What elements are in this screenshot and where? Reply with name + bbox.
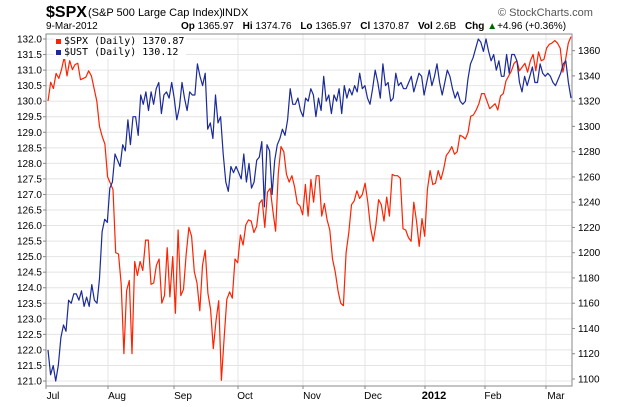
x-tick-label: Nov — [303, 391, 321, 402]
left-tick-label: 129.5 — [17, 112, 42, 123]
left-tick-label: 125.5 — [17, 237, 42, 248]
left-tick-label: 127.0 — [17, 190, 42, 201]
x-tick-label: Aug — [108, 391, 126, 402]
left-tick-label: 131.5 — [17, 50, 42, 61]
right-tick-label: 1120 — [578, 349, 600, 360]
left-tick-label: 124.0 — [17, 283, 42, 294]
legend-label-ust: $UST (Daily) 130.12 — [64, 47, 179, 58]
low-value: 1365.97 — [315, 21, 352, 32]
right-tick-label: 1280 — [578, 147, 601, 158]
right-tick-label: 1340 — [578, 71, 601, 82]
quote-date: 9-Mar-2012 — [46, 21, 98, 32]
left-tick-label: 121.5 — [17, 361, 42, 372]
right-tick-label: 1240 — [578, 198, 601, 209]
high-value: 1374.76 — [255, 21, 292, 32]
change-label: Chg — [464, 21, 485, 32]
legend-item-spx: $SPX (Daily) 1370.87 — [56, 36, 184, 47]
right-tick-label: 1320 — [578, 97, 601, 108]
right-tick-label: 1160 — [578, 299, 600, 310]
legend-swatch-spx — [56, 39, 61, 44]
legend-swatch-ust — [56, 50, 61, 55]
right-tick-label: 1180 — [578, 273, 600, 284]
chart-legend: $SPX (Daily) 1370.87 $UST (Daily) 130.12 — [54, 35, 187, 59]
change-value: +4.96 (+0.36%) — [497, 21, 567, 32]
left-tick-label: 122.5 — [17, 330, 42, 341]
close-label: Cl — [360, 21, 371, 32]
left-tick-label: 126.5 — [17, 206, 42, 217]
right-tick-label: 1360 — [578, 46, 601, 57]
x-tick-label: Mar — [547, 391, 565, 402]
right-tick-label: 1300 — [578, 122, 601, 133]
left-tick-label: 130.5 — [17, 81, 42, 92]
x-tick-label: Dec — [364, 391, 382, 402]
left-tick-label: 130.0 — [17, 97, 42, 108]
legend-item-ust: $UST (Daily) 130.12 — [56, 47, 184, 58]
index-name: (S&P 500 Large Cap Index) — [88, 7, 223, 19]
x-tick-label: Feb — [484, 391, 502, 402]
x-tick-label: Sep — [174, 391, 192, 402]
open-label: Op — [181, 21, 195, 32]
low-label: Lo — [300, 21, 313, 32]
triangle-up-icon: ▲ — [487, 21, 498, 32]
volume-value: 2.6B — [435, 21, 457, 32]
left-tick-label: 132.0 — [17, 35, 42, 46]
right-tick-label: 1100 — [578, 375, 600, 386]
close-value: 1370.87 — [373, 21, 410, 32]
left-tick-label: 123.5 — [17, 299, 42, 310]
series-line-spx — [47, 36, 572, 381]
x-tick-label: 2012 — [422, 390, 446, 402]
left-tick-label: 125.0 — [17, 252, 42, 263]
right-tick-label: 1140 — [578, 324, 600, 335]
right-tick-label: 1220 — [578, 223, 601, 234]
left-tick-label: 124.5 — [17, 268, 42, 279]
quote-bar: Op 1365.97 Hi 1374.76 Lo 1365.97 Cl 1370… — [181, 21, 572, 32]
left-tick-label: 127.5 — [17, 174, 42, 185]
ticker-symbol: $SPX — [46, 4, 87, 21]
high-label: Hi — [242, 21, 253, 32]
exchange-label: INDX — [222, 7, 249, 19]
x-tick-label: Oct — [237, 391, 253, 402]
open-value: 1365.97 — [197, 21, 234, 32]
left-tick-label: 122.0 — [17, 345, 42, 356]
left-tick-label: 129.0 — [17, 128, 42, 139]
left-tick-label: 121.0 — [17, 377, 42, 388]
right-tick-label: 1200 — [578, 248, 601, 259]
right-tick-label: 1260 — [578, 172, 601, 183]
chart-header: $SPX (S&P 500 Large Cap Index) INDX © St… — [0, 0, 626, 34]
series-line-ust — [47, 38, 572, 382]
plot-frame — [45, 33, 573, 387]
left-tick-label: 126.0 — [17, 221, 42, 232]
volume-label: Vol — [417, 21, 433, 32]
legend-label-spx: $SPX (Daily) 1370.87 — [64, 36, 185, 47]
brand-watermark: © StockCharts.com — [498, 7, 593, 19]
left-tick-label: 128.0 — [17, 159, 42, 170]
left-tick-label: 131.0 — [17, 66, 42, 77]
x-tick-label: Jul — [47, 391, 60, 402]
left-tick-label: 123.0 — [17, 314, 42, 325]
left-tick-label: 128.5 — [17, 143, 42, 154]
